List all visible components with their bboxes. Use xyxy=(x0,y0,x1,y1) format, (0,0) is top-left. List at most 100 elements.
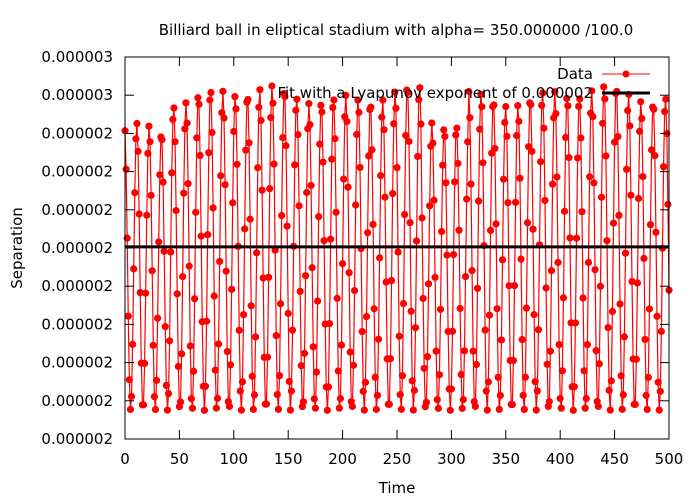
data-point xyxy=(160,247,168,255)
data-point xyxy=(477,90,485,98)
data-point xyxy=(340,175,348,183)
data-point xyxy=(291,161,299,169)
data-point xyxy=(541,196,549,205)
data-point xyxy=(285,377,293,386)
data-point xyxy=(170,104,178,112)
data-point xyxy=(557,404,565,412)
data-point xyxy=(173,290,181,298)
data-point xyxy=(490,101,498,109)
data-point xyxy=(355,108,363,116)
data-point xyxy=(320,237,328,245)
data-point xyxy=(552,110,560,118)
data-point xyxy=(431,273,439,281)
data-point xyxy=(574,154,582,162)
data-point xyxy=(295,202,303,210)
data-point xyxy=(508,400,516,409)
data-point xyxy=(330,96,338,104)
data-point xyxy=(578,208,586,216)
data-point xyxy=(459,396,467,404)
data-point xyxy=(305,100,313,108)
data-point xyxy=(259,274,267,282)
data-point xyxy=(337,341,346,349)
data-point xyxy=(631,400,639,408)
data-point xyxy=(386,354,395,363)
data-point xyxy=(373,391,382,399)
data-point xyxy=(601,95,609,103)
data-point xyxy=(150,393,158,401)
data-point xyxy=(485,311,494,319)
data-point xyxy=(230,127,238,136)
data-point xyxy=(134,147,142,155)
data-point xyxy=(276,300,285,308)
data-point xyxy=(596,282,605,290)
data-point xyxy=(607,377,615,385)
data-point xyxy=(339,260,347,268)
data-point xyxy=(332,208,340,216)
data-point xyxy=(391,88,399,96)
data-point xyxy=(344,183,352,191)
data-point xyxy=(620,333,628,341)
y-tick-label: 0.000002 xyxy=(41,430,113,448)
data-point xyxy=(292,106,300,114)
data-point xyxy=(197,232,205,240)
data-point xyxy=(622,165,631,173)
data-point xyxy=(483,406,491,414)
data-point xyxy=(331,135,339,143)
data-point xyxy=(396,391,404,399)
data-point xyxy=(352,201,360,209)
data-point xyxy=(329,103,337,112)
data-point xyxy=(609,219,618,227)
data-point xyxy=(642,391,650,399)
data-point xyxy=(378,113,386,121)
data-point xyxy=(244,95,252,104)
data-point xyxy=(161,323,169,331)
data-point xyxy=(509,356,518,365)
data-point xyxy=(527,100,535,109)
data-point xyxy=(236,387,244,395)
data-point xyxy=(545,397,553,406)
data-point xyxy=(651,151,659,160)
data-point xyxy=(466,114,474,122)
data-point xyxy=(364,229,372,237)
data-point xyxy=(356,163,364,172)
data-point xyxy=(641,335,649,344)
data-point xyxy=(560,207,569,215)
data-point xyxy=(308,264,316,272)
data-point xyxy=(335,404,343,412)
data-point xyxy=(456,304,464,313)
data-point xyxy=(135,210,143,218)
data-point xyxy=(287,387,296,395)
data-point xyxy=(618,405,626,413)
data-point xyxy=(327,235,335,243)
data-point xyxy=(451,178,459,186)
data-point xyxy=(432,347,440,355)
data-point xyxy=(519,391,527,399)
x-tick-label: 200 xyxy=(328,450,357,468)
data-point xyxy=(602,152,610,160)
data-point xyxy=(575,102,583,110)
data-point xyxy=(185,262,193,270)
data-point xyxy=(554,258,562,267)
data-point xyxy=(397,405,405,413)
data-point xyxy=(217,172,225,180)
data-point xyxy=(126,405,135,414)
data-point xyxy=(522,304,531,312)
data-point xyxy=(214,340,223,348)
data-point xyxy=(284,309,292,317)
data-point xyxy=(558,367,566,375)
x-tick-label: 500 xyxy=(655,450,684,468)
data-point xyxy=(163,406,172,414)
data-point xyxy=(414,152,422,161)
data-point xyxy=(315,213,323,221)
legend-label-data: Data xyxy=(557,65,593,83)
data-point xyxy=(149,341,157,349)
data-point xyxy=(127,392,136,401)
x-tick-label: 350 xyxy=(491,450,520,468)
data-point xyxy=(270,160,278,168)
data-point xyxy=(495,405,503,413)
data-point xyxy=(603,237,611,245)
data-point xyxy=(496,391,504,400)
data-point xyxy=(133,119,141,128)
data-point xyxy=(333,294,341,302)
data-point xyxy=(659,163,668,171)
